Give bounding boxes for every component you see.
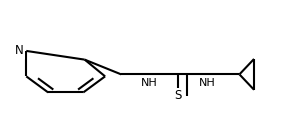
Text: NH: NH	[140, 78, 157, 88]
Text: S: S	[174, 89, 182, 102]
Text: N: N	[15, 44, 23, 57]
Text: NH: NH	[199, 78, 216, 88]
